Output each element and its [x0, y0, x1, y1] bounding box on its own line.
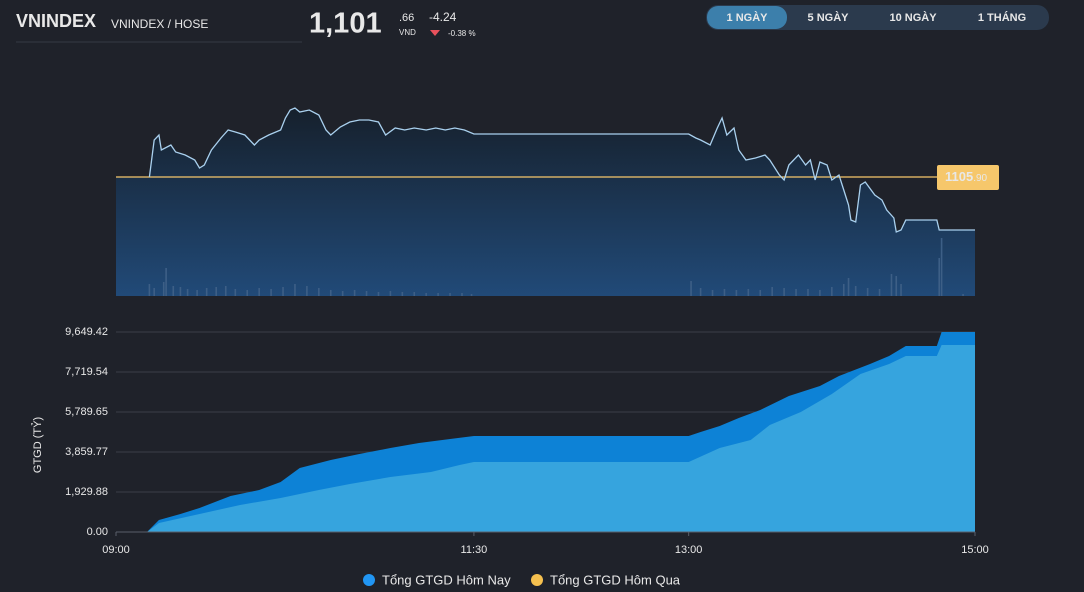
legend-label[interactable]: Tổng GTGD Hôm Qua	[550, 572, 681, 587]
currency: VND	[399, 28, 416, 37]
y-tick-label: 5,789.65	[65, 406, 108, 418]
tab[interactable]: 1 THÁNG	[978, 11, 1026, 24]
volume-bar	[401, 292, 404, 296]
y-tick-label: 7,719.54	[65, 366, 108, 378]
volume-bar	[842, 284, 845, 296]
volume-bar	[771, 287, 773, 296]
volume-bar	[282, 287, 284, 296]
volume-bar	[318, 288, 320, 296]
legend-label[interactable]: Tổng GTGD Hôm Nay	[382, 572, 511, 587]
volume-bar	[711, 290, 714, 296]
volume-bar	[819, 290, 821, 296]
reference-int: 1105	[945, 169, 973, 184]
volume-bar	[425, 293, 427, 296]
volume-bar	[723, 289, 726, 296]
volume-bar	[831, 287, 833, 296]
volume-bar	[294, 284, 296, 296]
x-tick-label: 09:00	[102, 544, 130, 556]
volume-bar	[807, 289, 809, 296]
volume-bar	[795, 289, 797, 296]
x-tick-label: 15:00	[961, 544, 989, 556]
volume-bar	[329, 290, 332, 296]
volume-bar	[148, 284, 151, 296]
down-arrow	[430, 30, 440, 36]
volume-bar	[246, 290, 249, 296]
symbol: VNINDEX	[16, 11, 96, 31]
volume-bar	[186, 289, 189, 296]
y-axis-title: GTGD (TỶ)	[31, 417, 44, 473]
change: -4.24	[429, 10, 457, 24]
volume-bar	[389, 291, 392, 296]
volume-bar	[900, 284, 902, 296]
tab-active-bg	[707, 6, 787, 29]
y-tick-label: 1,929.88	[65, 486, 108, 498]
reference-label-bg	[937, 165, 999, 190]
volume-bar	[461, 293, 463, 296]
volume-bar	[258, 288, 260, 296]
volume-bar	[153, 288, 155, 296]
volume-bar	[437, 293, 439, 296]
reference-label: 1105.90	[945, 169, 988, 184]
price-chart: 1105.90	[116, 107, 999, 296]
tab-bar	[706, 5, 1049, 30]
volume-bar	[854, 286, 857, 296]
volume-bar	[962, 294, 964, 296]
volume-bar	[735, 290, 738, 296]
value-chart: 0.00 1,929.88 3,859.77 5,789.65 7,719.54 9,64…	[31, 326, 989, 588]
price: 1,101	[309, 8, 382, 40]
volume-bar	[196, 290, 198, 296]
volume-bar	[179, 287, 182, 296]
volume-bar	[783, 288, 785, 296]
x-tick-label: 11:30	[461, 544, 488, 556]
volume-bar	[470, 294, 473, 296]
volume-bar	[895, 276, 898, 296]
volume-bar	[234, 289, 237, 296]
volume-bar	[759, 290, 762, 296]
tab[interactable]: 10 NGÀY	[889, 11, 937, 24]
volume-bar	[306, 286, 308, 296]
volume-bar	[224, 286, 227, 296]
tabs: 1 NGÀY 5 NGÀY 10 NGÀY 1 THÁNG	[707, 6, 1026, 29]
legend-marker	[363, 574, 375, 586]
volume-bar	[341, 291, 344, 296]
volume-bar	[270, 289, 272, 296]
change-percent: -0.38 %	[448, 29, 476, 38]
y-tick-label: 0.00	[87, 526, 108, 538]
price-area	[116, 108, 975, 296]
tab[interactable]: 1 NGÀY	[727, 11, 769, 24]
volume-bar	[878, 289, 881, 296]
price-line	[148, 107, 975, 233]
volume-bar	[353, 290, 356, 296]
volume-bar	[699, 288, 702, 296]
y-tick-label: 3,859.77	[65, 446, 108, 458]
volume-bar	[205, 288, 208, 296]
volume-bar	[377, 292, 380, 296]
exchange: VNINDEX / HOSE	[111, 17, 208, 31]
volume-bar	[449, 293, 451, 296]
tab[interactable]: 5 NGÀY	[808, 11, 850, 24]
x-tick-label: 13:00	[675, 544, 703, 556]
reference-dec: .90	[973, 173, 987, 184]
volume-bar	[847, 278, 850, 296]
volume-bar	[172, 286, 175, 296]
volume-bar	[365, 291, 368, 296]
price-decimals: .66	[399, 12, 414, 24]
area-series	[116, 345, 975, 532]
volume-bar	[413, 292, 416, 296]
volume-bar	[162, 282, 165, 296]
volume-bar	[215, 287, 218, 296]
y-tick-label: 9,649.42	[65, 326, 108, 338]
volume-bar	[690, 281, 692, 296]
volume-bar	[938, 258, 941, 296]
volume-bar	[940, 238, 943, 296]
legend-marker	[531, 574, 543, 586]
volume-bar	[890, 274, 893, 296]
volume-bar	[747, 289, 750, 296]
volume-bar	[866, 288, 869, 296]
volume-bar	[165, 268, 167, 296]
